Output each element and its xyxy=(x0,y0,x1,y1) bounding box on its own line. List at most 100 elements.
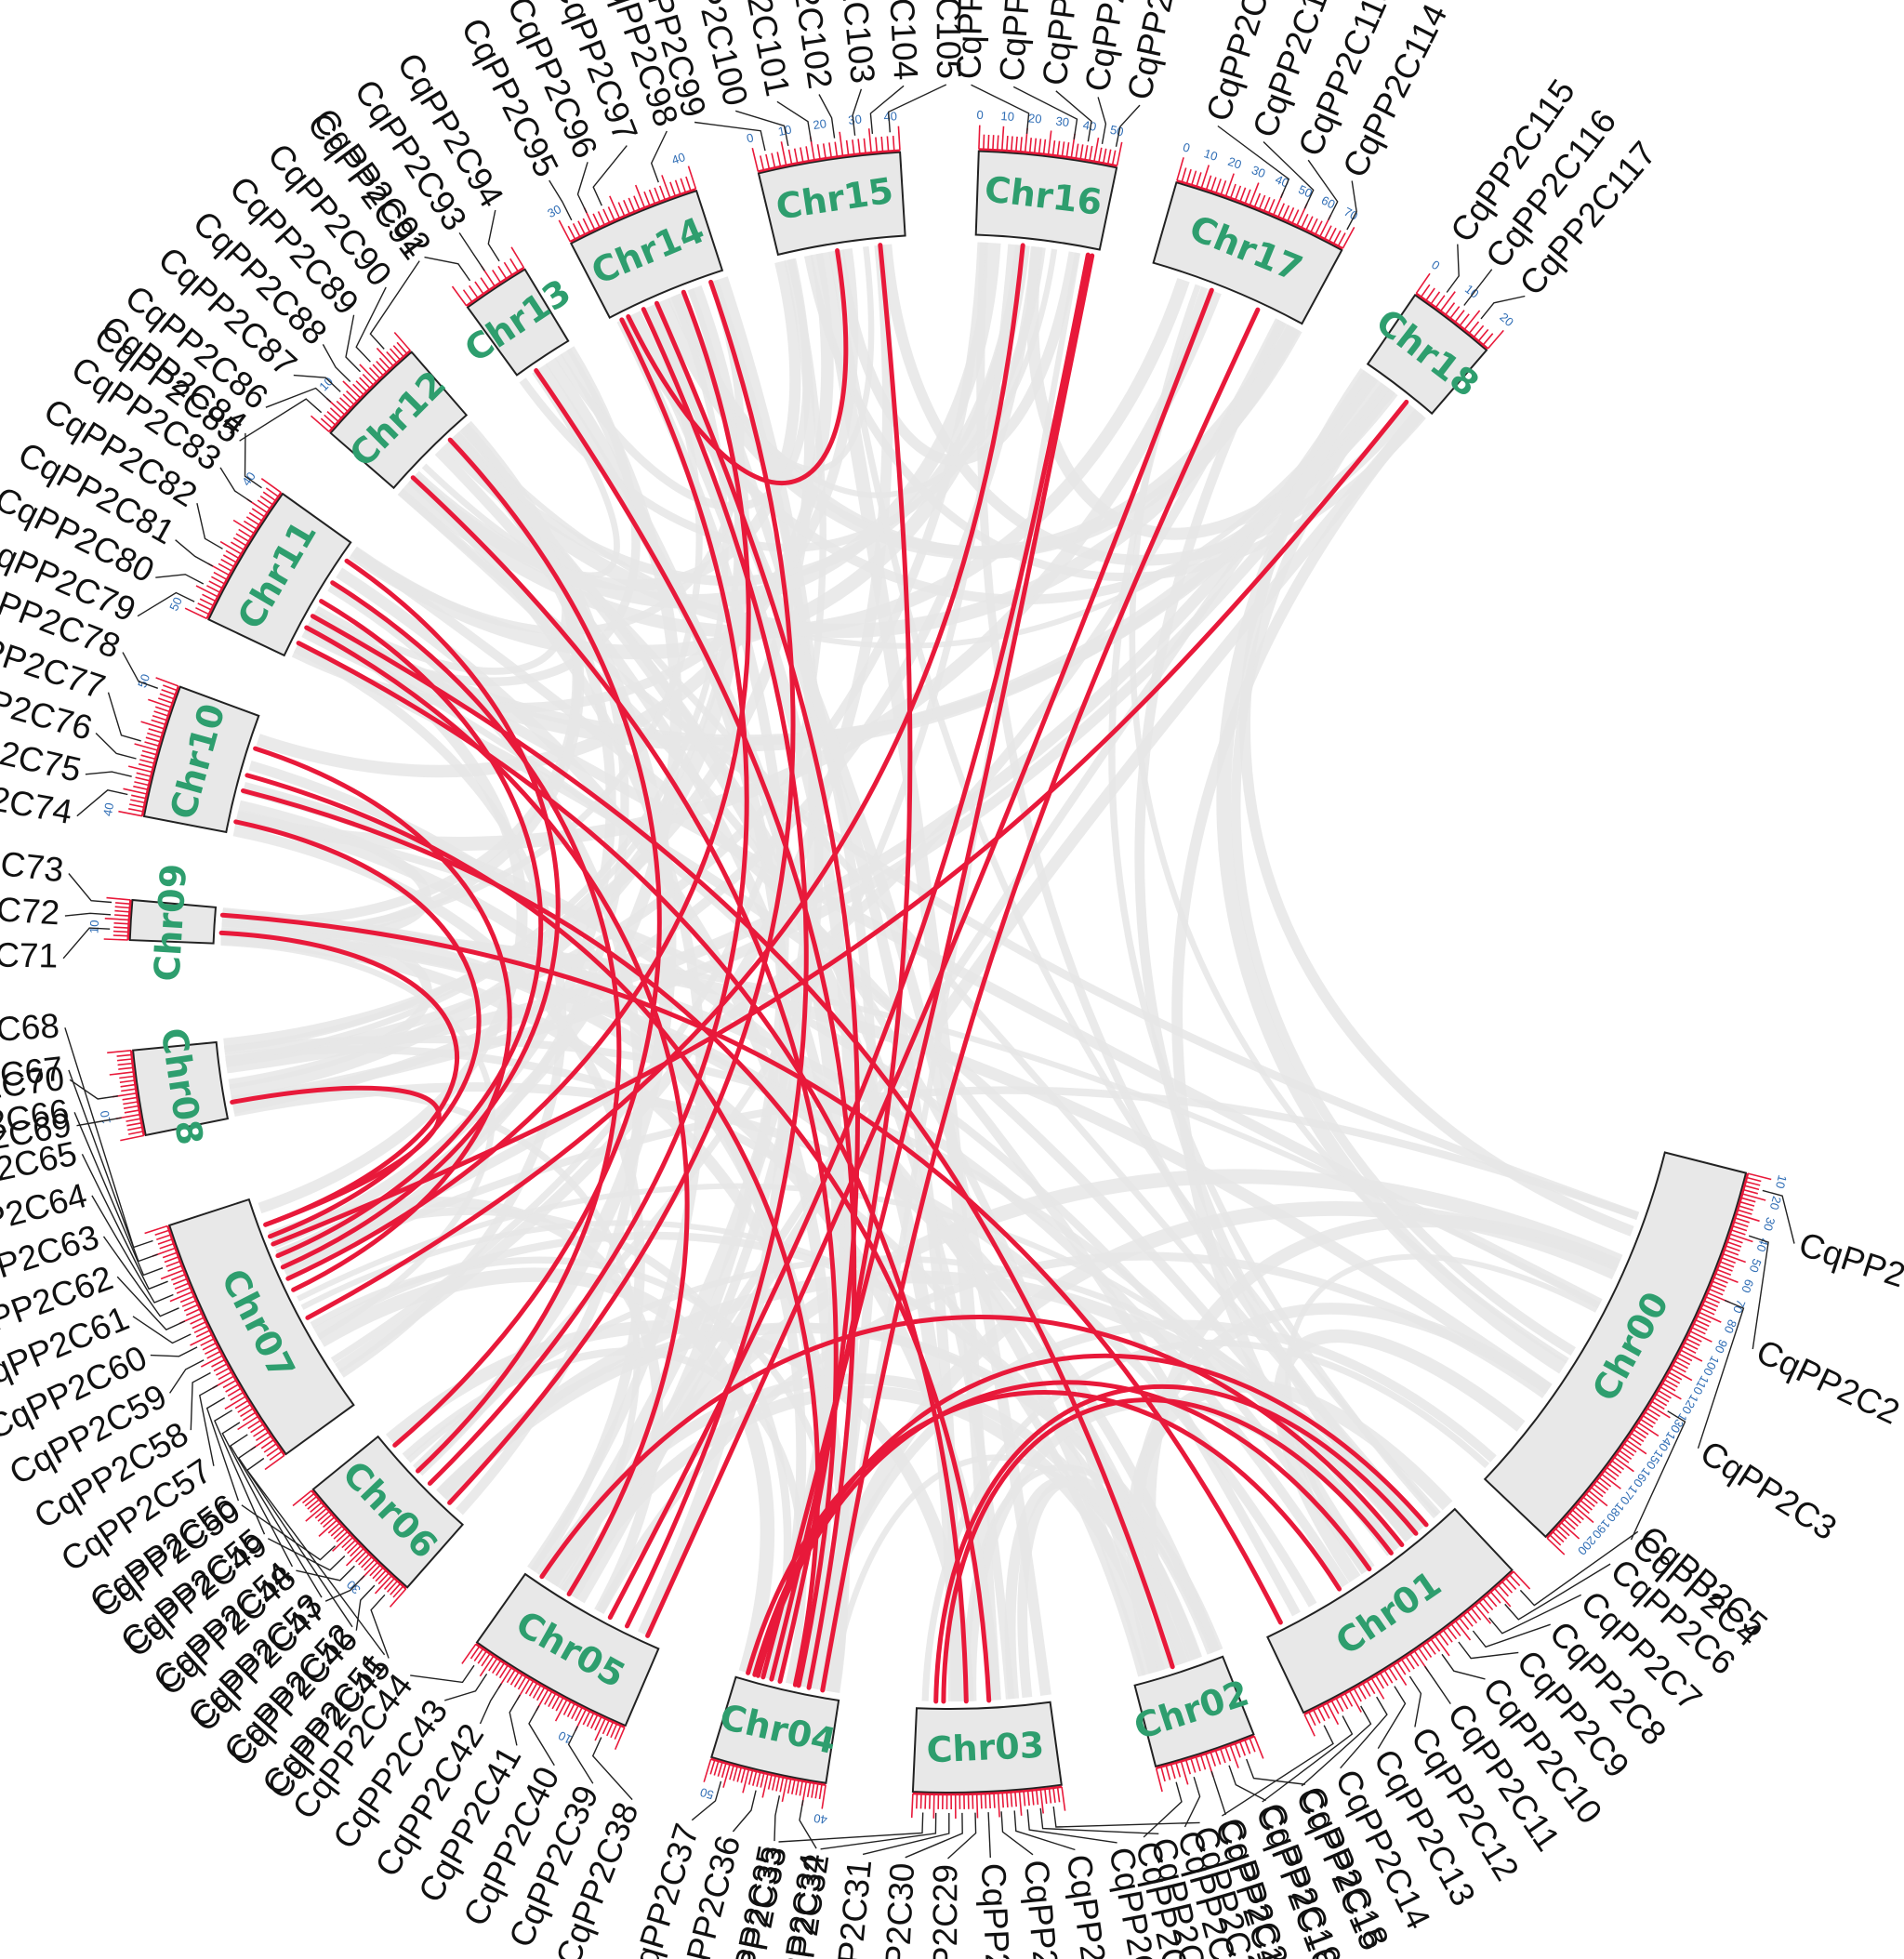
synteny-link xyxy=(1143,1214,1621,1668)
chromosome-chr02: Chr02 xyxy=(1130,1655,1264,1793)
tick-mark xyxy=(1489,1591,1501,1604)
tick-mark xyxy=(345,1548,364,1567)
tick-mark xyxy=(195,585,218,598)
tick-mark xyxy=(120,1134,144,1142)
tick-mark xyxy=(498,1664,509,1679)
tick-mark xyxy=(1249,1738,1256,1753)
gene-leader-line xyxy=(1340,1696,1388,1769)
tick-mark xyxy=(134,743,158,751)
tick-mark xyxy=(352,383,364,396)
tick-mark xyxy=(787,1779,792,1794)
tick-mark xyxy=(590,1714,599,1729)
tick-mark xyxy=(839,131,844,156)
tick-mark xyxy=(1031,1790,1035,1806)
tick-mark xyxy=(661,175,671,199)
tick-mark xyxy=(980,1794,983,1809)
tick-mark xyxy=(756,1771,761,1787)
tick-baseline xyxy=(569,188,696,244)
tick-mark xyxy=(1160,1767,1166,1782)
tick-mark xyxy=(1648,1404,1671,1419)
tick-mark xyxy=(1655,1393,1670,1403)
tick-mark xyxy=(1735,1217,1750,1224)
tick-mark xyxy=(1229,1744,1239,1768)
tick-label: 50 xyxy=(698,1785,715,1802)
collinear-link xyxy=(447,279,796,1505)
tick-baseline xyxy=(166,1225,286,1456)
tick-mark xyxy=(1635,1425,1649,1436)
tick-mark xyxy=(729,1765,734,1780)
tick-mark xyxy=(1739,1200,1755,1207)
tick-mark xyxy=(161,688,176,695)
tick-mark xyxy=(1691,1327,1706,1335)
tick-mark xyxy=(492,1660,502,1674)
chromosome-block xyxy=(167,1198,355,1456)
chromosome-block xyxy=(710,1675,840,1784)
tick-mark xyxy=(1018,1791,1023,1816)
tick-mark xyxy=(1726,1245,1740,1252)
gene-leader-line xyxy=(1262,1715,1354,1803)
tick-mark xyxy=(123,788,148,795)
tick-mark xyxy=(834,141,839,157)
chromosome-label: Chr03 xyxy=(926,1725,1045,1771)
collinear-link xyxy=(230,1085,442,1227)
gene-marker: CqPP2C110 xyxy=(1115,0,1197,147)
tick-mark xyxy=(1344,1693,1354,1707)
tick-mark xyxy=(126,1118,141,1122)
collinear-link xyxy=(820,307,1261,1693)
gene-leader-line xyxy=(116,1276,186,1330)
gene-leader-line xyxy=(68,1069,158,1263)
tick-mark xyxy=(781,1778,788,1803)
tick-mark xyxy=(1709,1288,1724,1296)
tick-mark xyxy=(375,1569,387,1582)
tick-mark xyxy=(1645,1411,1659,1421)
tick-mark xyxy=(332,1533,351,1552)
gene-leader-line xyxy=(237,1446,353,1628)
tick-mark xyxy=(1718,1264,1733,1272)
gene-leader-line xyxy=(175,539,214,567)
gene-leader-line xyxy=(324,1575,365,1602)
tick-mark xyxy=(310,1502,323,1514)
synteny-link xyxy=(880,244,1417,566)
tick-mark xyxy=(1723,1252,1746,1264)
tick-mark xyxy=(1744,1185,1760,1191)
tick-mark xyxy=(1224,173,1235,197)
tick-mark xyxy=(1736,1212,1760,1223)
tick-mark xyxy=(1680,1349,1703,1362)
collinear-link xyxy=(539,1315,1405,1580)
chromosome-block xyxy=(475,1572,660,1727)
gene-leader-line xyxy=(1115,104,1141,147)
gene-leader-line xyxy=(91,1195,174,1304)
tick-mark xyxy=(1678,1353,1693,1362)
tick-mark xyxy=(800,147,804,163)
tick-mark xyxy=(230,541,245,550)
tick-mark xyxy=(1729,1233,1753,1243)
tick-mark xyxy=(103,938,128,941)
collinear-gene-pair-links xyxy=(218,243,1429,1704)
tick-mark xyxy=(169,1291,193,1303)
gene-leader-line xyxy=(549,179,573,221)
tick-mark xyxy=(462,289,473,303)
tick-mark xyxy=(255,1431,270,1441)
tick-mark xyxy=(133,785,149,790)
tick-mark xyxy=(1730,1229,1746,1236)
tick-mark xyxy=(1023,1791,1026,1807)
tick-mark xyxy=(492,269,502,284)
tick-mark xyxy=(1084,145,1089,161)
collinear-link xyxy=(330,580,622,1474)
gene-leader-line xyxy=(1246,1758,1305,1785)
tick-mark xyxy=(1606,1466,1620,1477)
tick-mark xyxy=(104,918,129,921)
tick-mark xyxy=(336,1530,349,1542)
tick-mark xyxy=(548,1693,557,1707)
chromosome-chr03: Chr03 xyxy=(910,1701,1066,1820)
tick-mark xyxy=(1239,187,1247,203)
tick-mark xyxy=(924,1794,927,1809)
tick-mark xyxy=(131,794,146,800)
synteny-link xyxy=(544,1169,1623,1587)
tick-mark xyxy=(1715,1272,1739,1284)
collinear-link xyxy=(233,819,482,1239)
tick-mark xyxy=(1450,1623,1461,1636)
tick-mark xyxy=(1190,1757,1197,1773)
gene-label: CqPP2C68 xyxy=(0,1007,60,1056)
tick-mark xyxy=(124,1109,139,1114)
